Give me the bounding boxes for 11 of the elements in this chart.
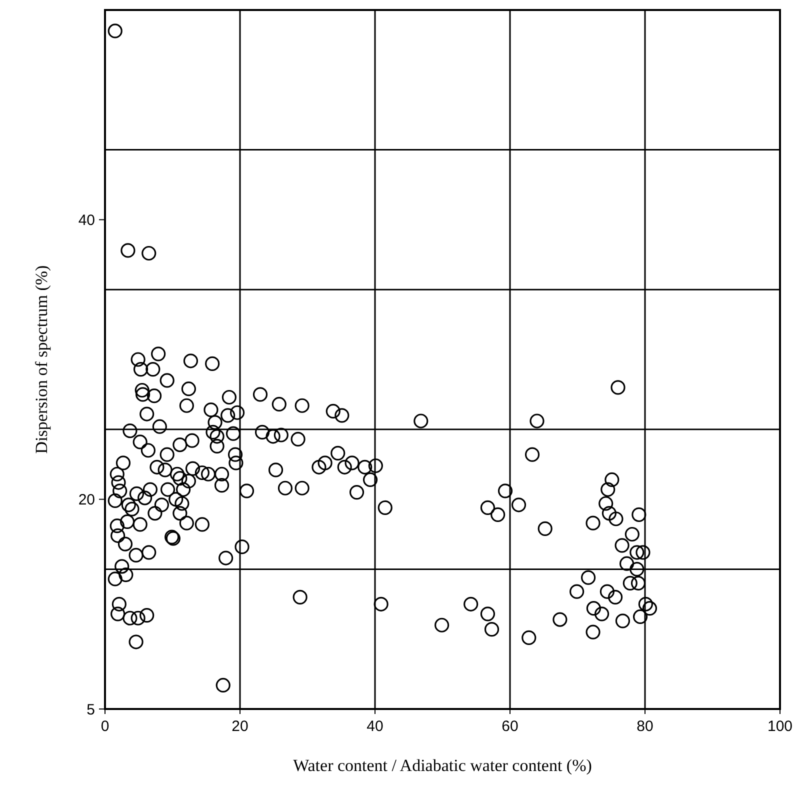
x-tick-label: 60 — [502, 718, 518, 735]
y-tick-label: 40 — [78, 212, 95, 229]
x-tick-label: 0 — [100, 718, 110, 735]
y-tick-label: 5 — [86, 701, 95, 718]
x-tick-label: 20 — [232, 718, 248, 735]
x-tick-label: 80 — [636, 718, 654, 735]
y-axis-title: Dispersion of spectrum (%) — [32, 265, 51, 454]
x-tick-label: 100 — [767, 718, 793, 735]
y-tick-label: 20 — [78, 492, 95, 509]
x-axis-title: Water content / Adiabatic water content (%) — [293, 756, 592, 775]
x-tick-label: 40 — [366, 718, 384, 735]
